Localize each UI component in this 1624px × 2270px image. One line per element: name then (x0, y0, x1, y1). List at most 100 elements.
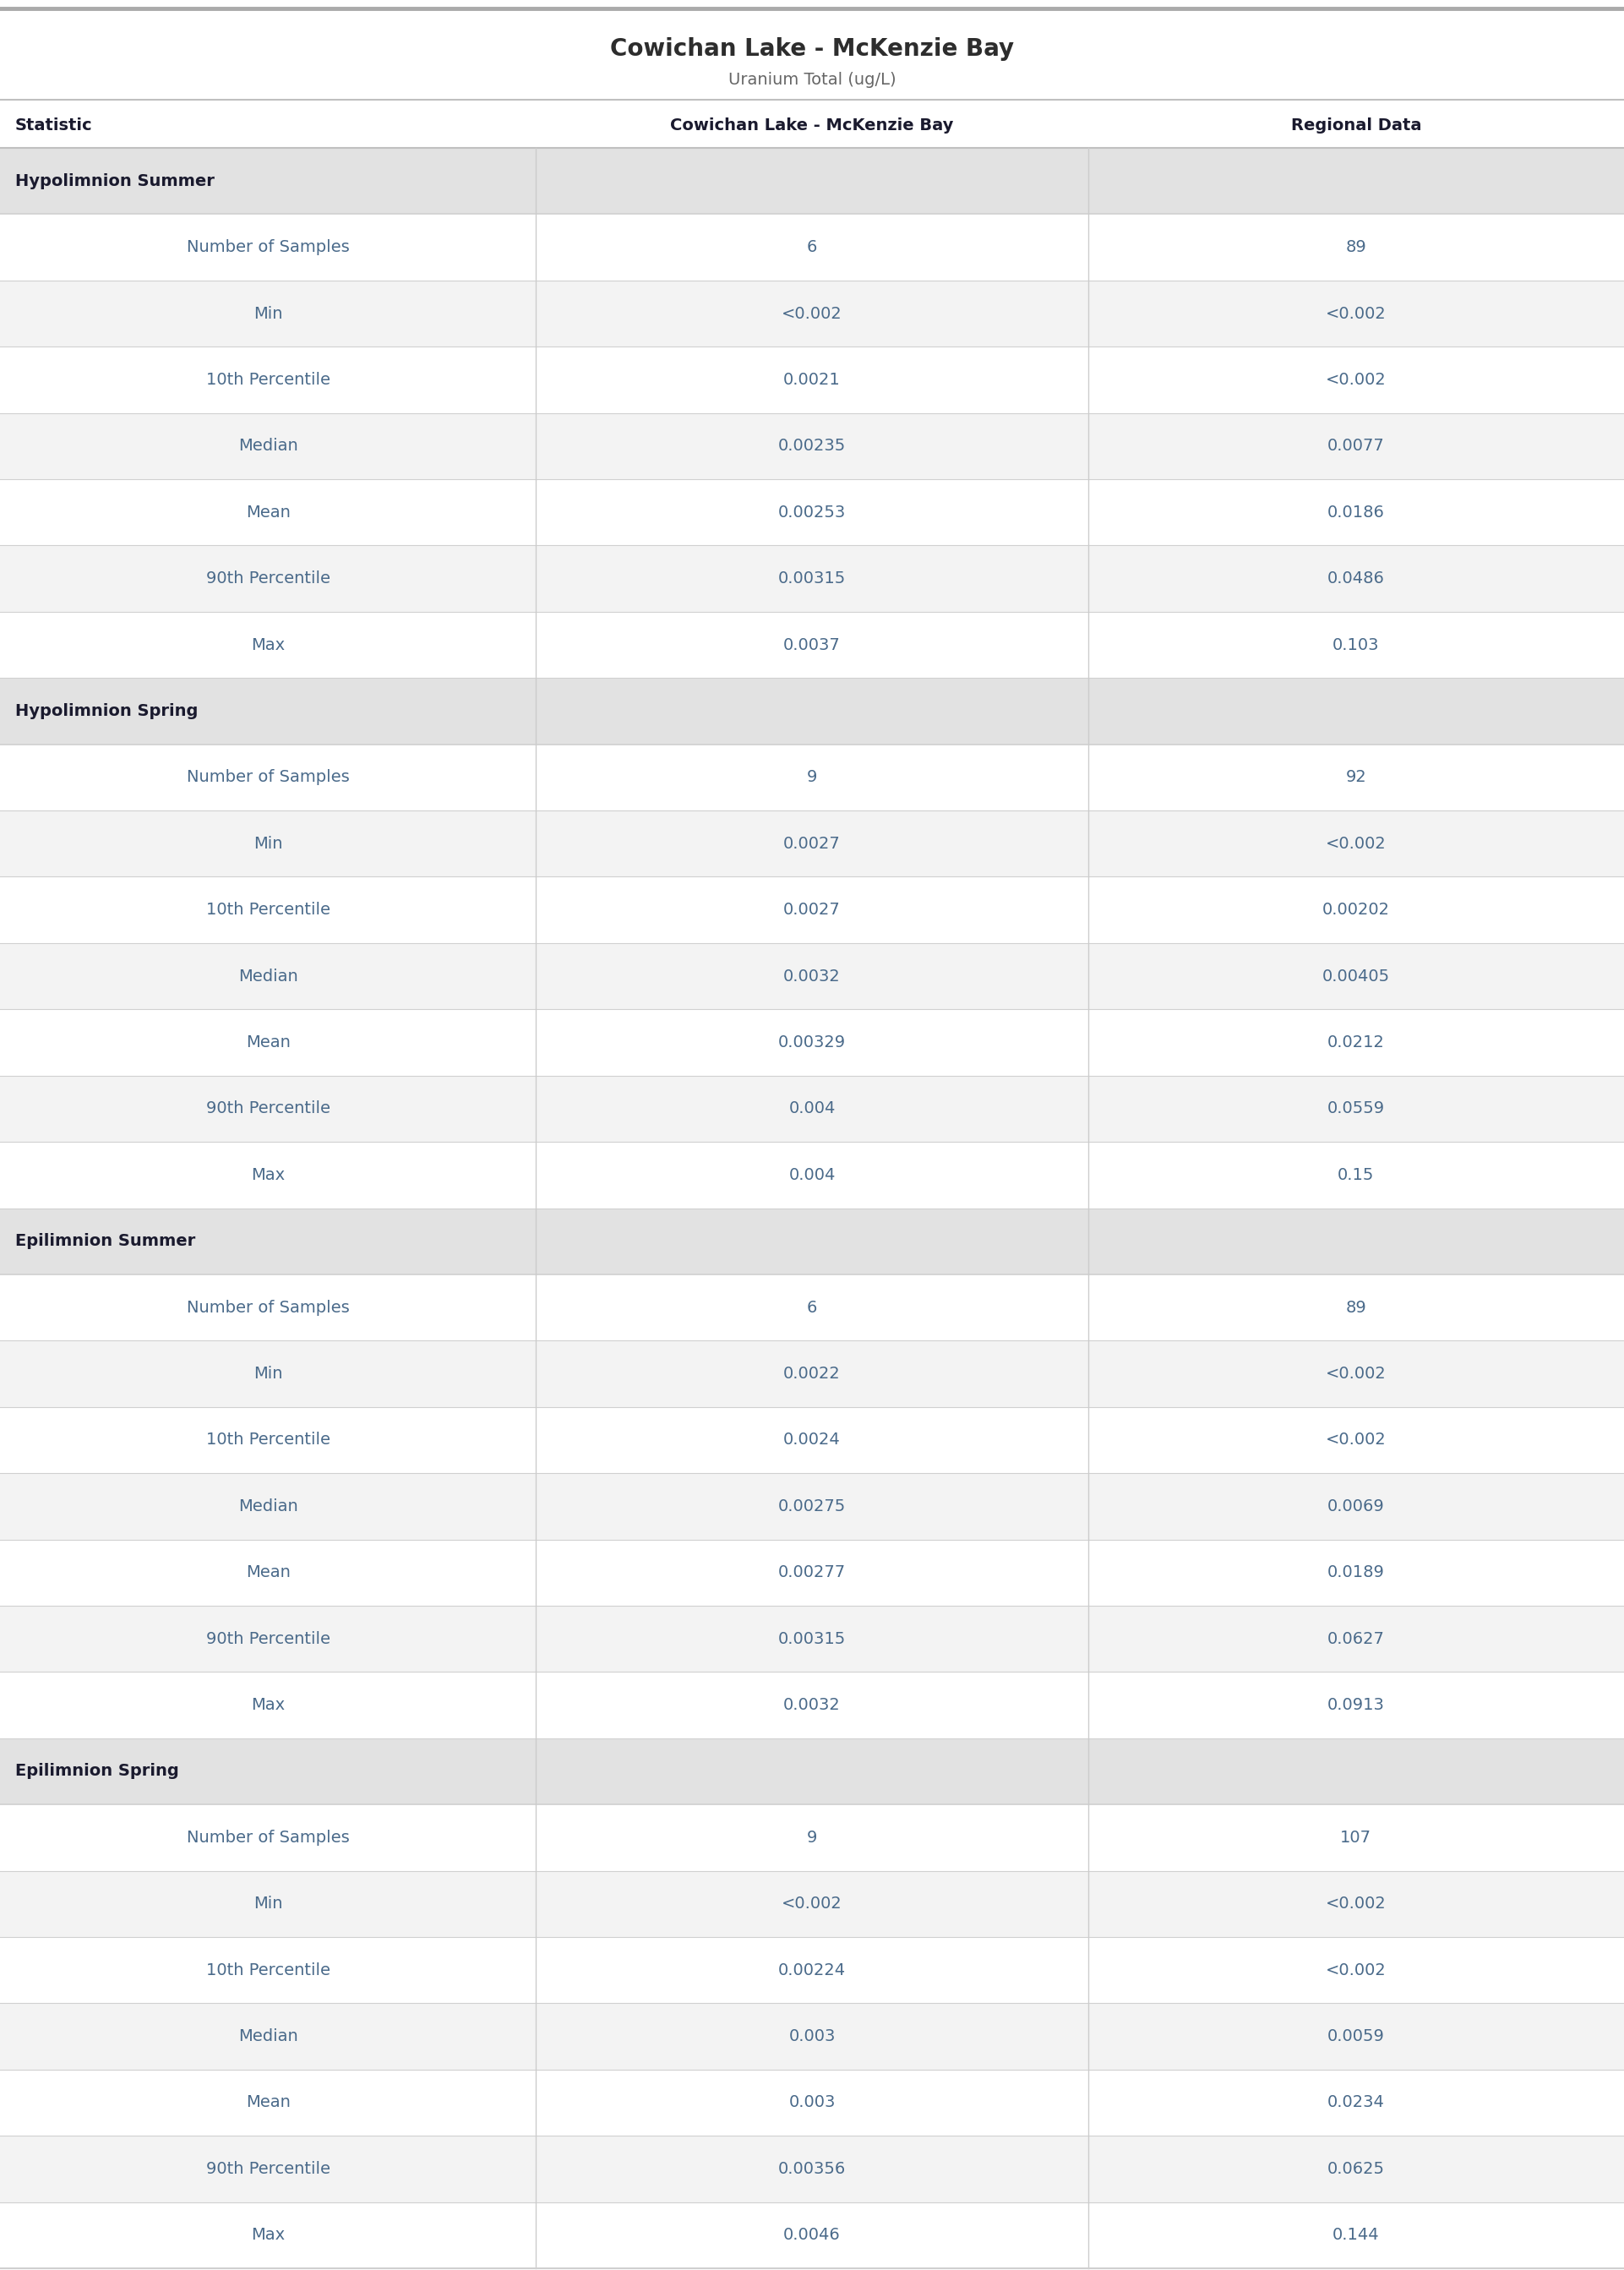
Text: Min: Min (253, 306, 283, 322)
Text: Max: Max (252, 1698, 284, 1714)
Text: 0.0234: 0.0234 (1327, 2095, 1385, 2111)
Bar (0, 1605, 1624, 1673)
Text: 0.00356: 0.00356 (778, 2161, 846, 2177)
Text: 89: 89 (1346, 238, 1366, 254)
Text: Number of Samples: Number of Samples (187, 238, 349, 254)
Text: 90th Percentile: 90th Percentile (206, 1101, 330, 1117)
Text: 9: 9 (807, 770, 817, 785)
Bar (0, 1870, 1624, 1936)
Text: 0.00315: 0.00315 (778, 1630, 846, 1646)
Text: Number of Samples: Number of Samples (187, 770, 349, 785)
Bar (0, 545, 1624, 611)
Text: 90th Percentile: 90th Percentile (206, 2161, 330, 2177)
Text: 0.0024: 0.0024 (783, 1432, 841, 1448)
Bar (0, 1273, 1624, 1342)
Text: 0.003: 0.003 (789, 2029, 835, 2045)
Bar (0, 1407, 1624, 1473)
Bar (0, 611, 1624, 679)
Text: 90th Percentile: 90th Percentile (206, 570, 330, 586)
Text: 0.00275: 0.00275 (778, 1498, 846, 1514)
Text: 0.00315: 0.00315 (778, 570, 846, 586)
Text: Max: Max (252, 2227, 284, 2243)
Text: Number of Samples: Number of Samples (187, 1298, 349, 1317)
Text: 0.15: 0.15 (1338, 1167, 1374, 1183)
Text: <0.002: <0.002 (1325, 372, 1387, 388)
Text: 107: 107 (1340, 1830, 1372, 1846)
Text: 0.00235: 0.00235 (778, 438, 846, 454)
Text: 0.0212: 0.0212 (1327, 1035, 1385, 1051)
Bar (0, 281, 1624, 347)
Text: 0.0059: 0.0059 (1327, 2029, 1385, 2045)
Text: 6: 6 (807, 1298, 817, 1317)
Text: <0.002: <0.002 (1325, 835, 1387, 851)
Text: Statistic: Statistic (15, 118, 93, 134)
Text: Epilimnion Spring: Epilimnion Spring (15, 1764, 179, 1780)
Text: Mean: Mean (245, 504, 291, 520)
Text: 0.0486: 0.0486 (1327, 570, 1385, 586)
Bar (0, 148, 1624, 213)
Text: 10th Percentile: 10th Percentile (206, 901, 330, 917)
Bar (0, 1539, 1624, 1605)
Text: Max: Max (252, 1167, 284, 1183)
Text: Max: Max (252, 638, 284, 654)
Text: 89: 89 (1346, 1298, 1366, 1317)
Bar (0, 810, 1624, 876)
Text: 0.0027: 0.0027 (783, 901, 841, 917)
Bar (0, 876, 1624, 942)
Bar (0, 1076, 1624, 1142)
Text: Cowichan Lake - McKenzie Bay: Cowichan Lake - McKenzie Bay (611, 36, 1013, 61)
Bar (0, 1342, 1624, 1407)
Bar (0, 479, 1624, 545)
Text: Mean: Mean (245, 1564, 291, 1580)
Text: <0.002: <0.002 (781, 1895, 843, 1911)
Bar (0, 1473, 1624, 1539)
Text: 0.0032: 0.0032 (783, 967, 841, 985)
Text: Hypolimnion Spring: Hypolimnion Spring (15, 704, 198, 720)
Bar (0, 942, 1624, 1010)
Text: Median: Median (239, 967, 297, 985)
Bar (0, 1673, 1624, 1739)
Bar (0, 213, 1624, 281)
Text: Mean: Mean (245, 1035, 291, 1051)
Text: 10th Percentile: 10th Percentile (206, 1432, 330, 1448)
Text: 9: 9 (807, 1830, 817, 1846)
Text: Uranium Total (ug/L): Uranium Total (ug/L) (728, 73, 896, 89)
Bar (0, 413, 1624, 479)
Text: 0.0032: 0.0032 (783, 1698, 841, 1714)
Text: <0.002: <0.002 (1325, 1961, 1387, 1977)
Text: 0.0069: 0.0069 (1327, 1498, 1385, 1514)
Text: <0.002: <0.002 (1325, 1432, 1387, 1448)
Text: 0.0625: 0.0625 (1327, 2161, 1385, 2177)
Bar (0, 1208, 1624, 1273)
Text: 0.00202: 0.00202 (1322, 901, 1390, 917)
Text: <0.002: <0.002 (1325, 306, 1387, 322)
Text: Median: Median (239, 1498, 297, 1514)
Bar (0, 1010, 1624, 1076)
Text: Mean: Mean (245, 2095, 291, 2111)
Text: 0.00224: 0.00224 (778, 1961, 846, 1977)
Text: Hypolimnion Summer: Hypolimnion Summer (15, 173, 214, 188)
Text: 0.0027: 0.0027 (783, 835, 841, 851)
Text: 0.0021: 0.0021 (783, 372, 841, 388)
Bar (0, 1739, 1624, 1805)
Text: Median: Median (239, 2029, 297, 2045)
Text: Min: Min (253, 1895, 283, 1911)
Bar (0, 679, 1624, 745)
Bar (0, 2002, 1624, 2070)
Text: 0.00405: 0.00405 (1322, 967, 1390, 985)
Bar (0, 2202, 1624, 2268)
Text: 0.0022: 0.0022 (783, 1367, 841, 1382)
Text: 0.0037: 0.0037 (783, 638, 841, 654)
Text: 90th Percentile: 90th Percentile (206, 1630, 330, 1646)
Text: 10th Percentile: 10th Percentile (206, 1961, 330, 1977)
Text: 0.0627: 0.0627 (1327, 1630, 1385, 1646)
Text: <0.002: <0.002 (1325, 1367, 1387, 1382)
Text: 10th Percentile: 10th Percentile (206, 372, 330, 388)
Text: Min: Min (253, 835, 283, 851)
Text: 0.004: 0.004 (789, 1167, 835, 1183)
Text: 0.0913: 0.0913 (1327, 1698, 1385, 1714)
Text: 0.0046: 0.0046 (783, 2227, 841, 2243)
Bar (0, 1142, 1624, 1208)
Text: 0.00277: 0.00277 (778, 1564, 846, 1580)
Bar (0, 745, 1624, 810)
